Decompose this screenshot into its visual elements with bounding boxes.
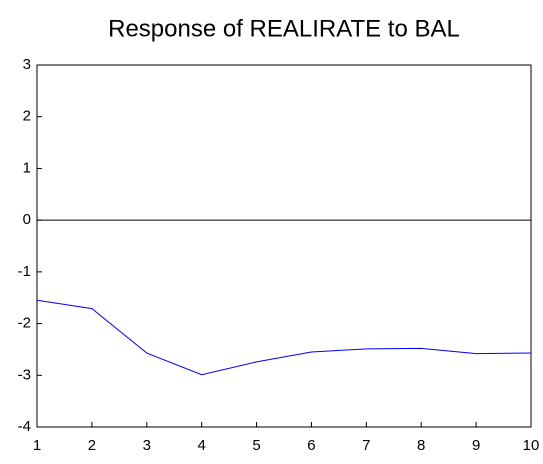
y-tick-label: 2: [23, 108, 31, 125]
plot-frame: [36, 64, 532, 428]
x-tick-label: 5: [252, 437, 260, 454]
y-tick-label: 3: [23, 56, 31, 73]
series-line: [36, 299, 532, 376]
y-tick-label: -3: [18, 366, 31, 383]
chart-title: Response of REALIRATE to BAL: [108, 15, 460, 42]
x-tick-label: 3: [143, 437, 151, 454]
y-tick-label: 0: [23, 211, 31, 228]
x-tick-label: 9: [472, 437, 480, 454]
x-tick-label: 1: [33, 437, 41, 454]
x-tick-label: 7: [362, 437, 370, 454]
x-tick-label: 2: [88, 437, 96, 454]
x-tick-label: 10: [523, 437, 540, 454]
x-tick-label: 8: [417, 437, 425, 454]
x-tick-label: 4: [197, 437, 205, 454]
x-tick-label: 6: [307, 437, 315, 454]
y-tick-label: -1: [18, 263, 31, 280]
y-tick-label: 1: [23, 159, 31, 176]
y-tick-label: -2: [18, 315, 31, 332]
y-tick-label: -4: [18, 418, 31, 435]
